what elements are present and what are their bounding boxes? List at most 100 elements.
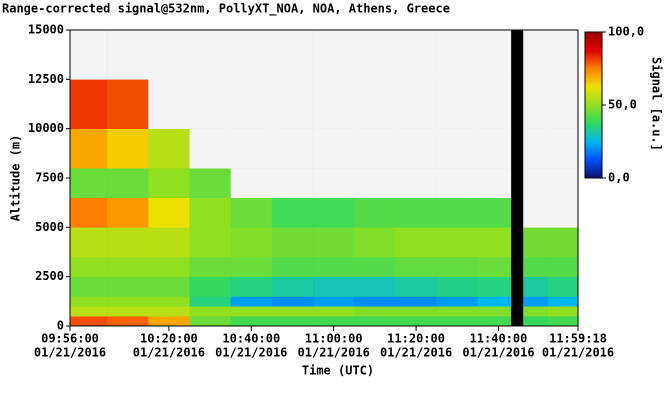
x-axis-label: Time (UTC) — [302, 364, 374, 378]
heatmap-cell — [523, 296, 549, 307]
heatmap-cell — [271, 30, 314, 80]
heatmap-cell — [313, 197, 355, 228]
heatmap-cell — [107, 197, 149, 228]
heatmap-cell — [148, 276, 190, 297]
heatmap-cell — [436, 128, 479, 169]
y-tick-label: 5000 — [35, 220, 64, 234]
heatmap-cell — [313, 276, 355, 297]
heatmap-cell — [436, 197, 479, 228]
heatmap-cell — [354, 197, 396, 228]
heatmap-cell — [271, 256, 314, 277]
heatmap-cell — [436, 256, 479, 277]
heatmap-cell — [477, 306, 512, 317]
heatmap-cell — [189, 276, 231, 297]
heatmap-cell — [148, 79, 190, 129]
heatmap-cell — [547, 256, 579, 277]
heatmap-cell — [523, 316, 549, 327]
heatmap-cell — [230, 227, 273, 258]
colorbar — [584, 31, 603, 179]
heatmap-cell — [230, 316, 273, 327]
heatmap-cell — [70, 306, 108, 317]
heatmap-cell — [70, 296, 108, 307]
heatmap-cell — [547, 296, 579, 307]
heatmap-cell — [477, 276, 512, 297]
y-tick-label: 15000 — [28, 23, 64, 37]
x-tick-date: 01/21/2016 — [215, 346, 287, 360]
heatmap-cell — [271, 316, 314, 327]
heatmap-cell — [271, 306, 314, 317]
heatmap-cell — [189, 306, 231, 317]
heatmap-cell — [107, 168, 149, 199]
heatmap-cell — [313, 316, 355, 327]
x-tick-date: 01/21/2016 — [462, 346, 534, 360]
heatmap-cell — [354, 316, 396, 327]
heatmap-cell — [436, 296, 479, 307]
heatmap-cell — [148, 296, 190, 307]
heatmap-cell — [395, 168, 437, 199]
heatmap-cell — [230, 276, 273, 297]
x-tick-time: 09:56:00 — [41, 332, 99, 346]
heatmap-cell — [547, 79, 579, 129]
heatmap-cell — [313, 296, 355, 307]
heatmap-cell — [523, 168, 549, 199]
heatmap-cell — [477, 256, 512, 277]
heatmap-cell — [107, 256, 149, 277]
heatmap-cell — [395, 128, 437, 169]
heatmap-cell — [107, 306, 149, 317]
heatmap-cell — [395, 306, 437, 317]
heatmap-cell — [523, 256, 549, 277]
heatmap-cell — [148, 128, 190, 169]
x-tick-date: 01/21/2016 — [542, 346, 614, 360]
heatmap-cell — [436, 306, 479, 317]
colorbar-tick-label: 50,0 — [608, 98, 637, 112]
x-tick-time: 11:20:00 — [387, 332, 445, 346]
heatmap-cell — [547, 30, 579, 80]
heatmap-cell — [547, 306, 579, 317]
heatmap-cell — [313, 227, 355, 258]
heatmap-cell — [148, 227, 190, 258]
heatmap-cell — [523, 276, 549, 297]
heatmap-cell — [70, 276, 108, 297]
heatmap-cell — [230, 128, 273, 169]
heatmap-cell — [230, 30, 273, 80]
heatmap-cell — [523, 79, 549, 129]
heatmap-cell — [477, 79, 512, 129]
x-tick-date: 01/21/2016 — [380, 346, 452, 360]
heatmap-cell — [107, 79, 149, 129]
colorbar-tick-label: 100,0 — [608, 25, 644, 39]
heatmap-cell — [271, 227, 314, 258]
heatmap-cell — [148, 306, 190, 317]
heatmap-cell — [148, 256, 190, 277]
heatmap-cell — [313, 168, 355, 199]
heatmap-cell — [189, 197, 231, 228]
heatmap-cell — [271, 79, 314, 129]
heatmap-cell — [271, 296, 314, 307]
heatmap-cell — [230, 296, 273, 307]
heatmap-cell — [436, 227, 479, 258]
heatmap-cell — [477, 168, 512, 199]
heatmap-cell — [107, 276, 149, 297]
x-tick-date: 01/21/2016 — [34, 346, 106, 360]
heatmap-cell — [70, 128, 108, 169]
heatmap-cell — [547, 168, 579, 199]
heatmap-cell — [547, 128, 579, 169]
heatmap-cell — [547, 316, 579, 327]
heatmap-cell — [354, 276, 396, 297]
heatmap-cell — [148, 316, 190, 327]
heatmap-cell — [477, 30, 512, 80]
heatmap-cell — [70, 79, 108, 129]
heatmap-cell — [477, 316, 512, 327]
heatmap-cell — [547, 197, 579, 228]
heatmap-cell — [70, 168, 108, 199]
heatmap-cell — [189, 227, 231, 258]
heatmap-cell — [436, 316, 479, 327]
heatmap-cell — [230, 256, 273, 277]
x-tick-time: 11:40:00 — [470, 332, 528, 346]
colorbar-tick-label: 0,0 — [608, 171, 630, 185]
heatmap-cell — [70, 256, 108, 277]
heatmap-cell — [395, 296, 437, 307]
heatmap-cell — [477, 227, 512, 258]
heatmap-cell — [477, 296, 512, 307]
heatmap-cell — [107, 128, 149, 169]
heatmap-cell — [354, 128, 396, 169]
